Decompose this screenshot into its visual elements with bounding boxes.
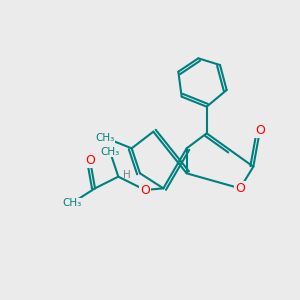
Text: CH₃: CH₃ <box>95 133 114 143</box>
Text: H: H <box>123 170 131 180</box>
Text: O: O <box>255 124 265 136</box>
Text: O: O <box>140 184 150 196</box>
Text: O: O <box>85 154 95 166</box>
Text: CH₃: CH₃ <box>100 147 120 157</box>
Text: O: O <box>235 182 245 195</box>
Text: CH₃: CH₃ <box>62 198 81 208</box>
